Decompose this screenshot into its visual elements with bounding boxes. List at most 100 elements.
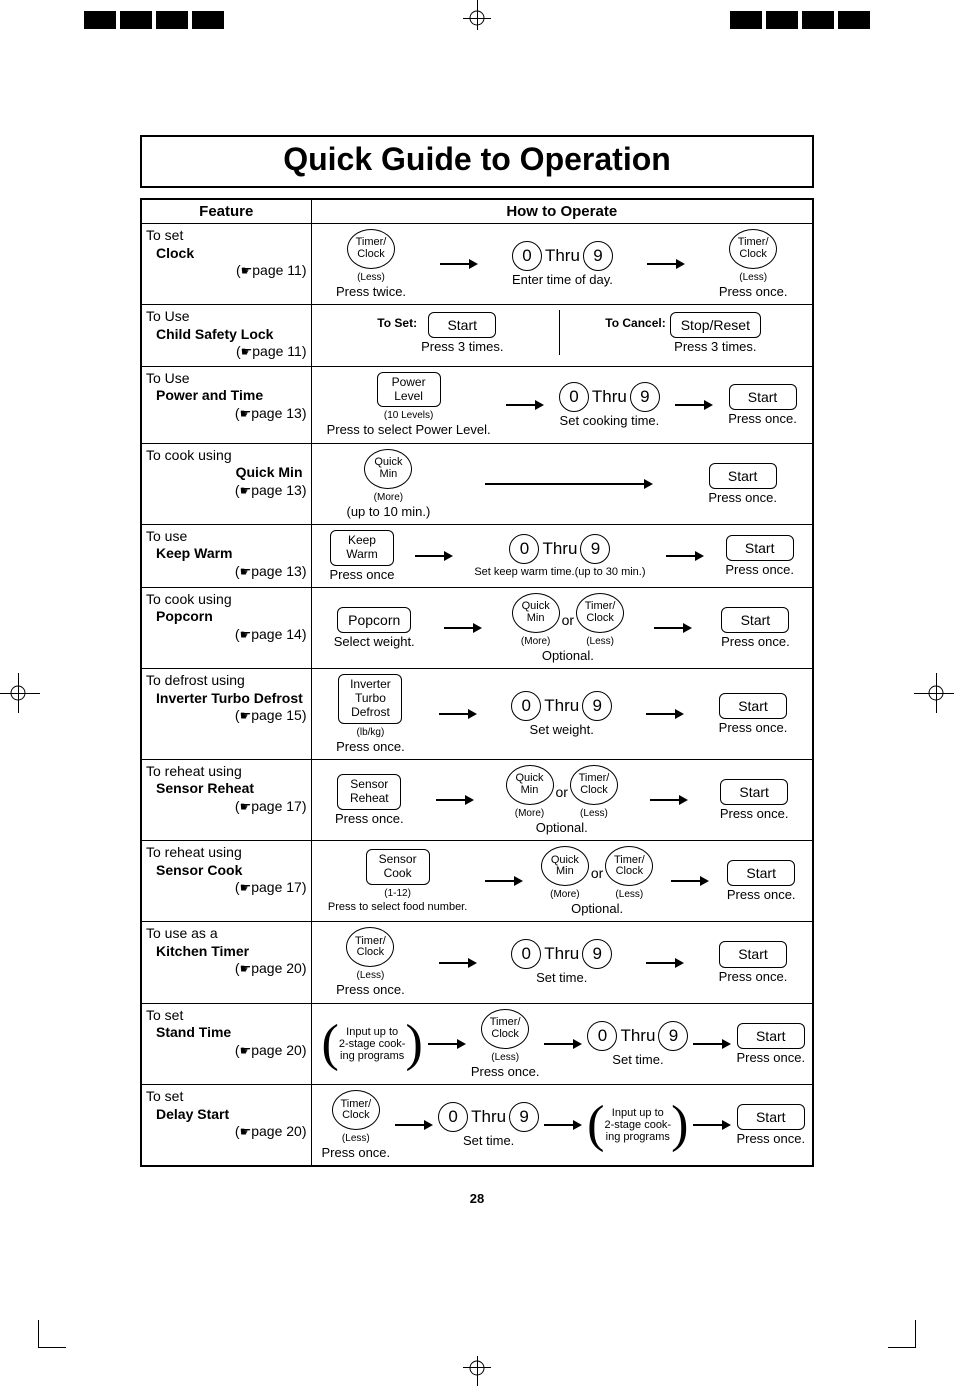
col-feature: Feature [141,199,311,224]
arrow-icon [646,257,686,271]
button-rect: Start [737,1104,805,1130]
button-oval: Timer/Clock [346,927,394,967]
page-number: 28 [140,1191,814,1206]
feature-bold: Delay Start [146,1106,307,1124]
digit-9: 9 [582,691,612,721]
digit-0: 0 [511,691,541,721]
howto-cell: Timer/Clock(Less)Press once.0Thru9Set ti… [311,1085,813,1167]
step-caption: Press once. [471,1065,540,1079]
table-row: To use as a Kitchen Timer (☛page 20)Time… [141,922,813,1003]
button-tall: PowerLevel [377,372,441,408]
arrow-icon [543,1118,583,1132]
arrow-icon [645,707,685,721]
step-group: StartPress once. [720,779,789,821]
table-row: To set Delay Start (☛page 20)Timer/Clock… [141,1085,813,1167]
table-row: To Use Power and Time (☛page 13)PowerLev… [141,366,813,443]
step-group: Start Press once. [725,535,794,577]
step-group: QuickMin(More) or Timer/Clock(Less) Opti… [541,846,653,916]
crop-marks-top [0,0,954,40]
arrow-icon [394,1118,434,1132]
digit-9: 9 [583,241,613,271]
step-caption: Optional. [542,649,594,663]
feature-bold: Stand Time [146,1024,307,1042]
button-oval: Timer/Clock [481,1009,529,1049]
arrow-icon [505,398,545,412]
feature-bold: Kitchen Timer [146,943,307,961]
digit-0: 0 [512,241,542,271]
step-caption: Set time. [463,1134,514,1148]
feature-cell: To Use Power and Time (☛page 13) [141,366,311,443]
feature-cell: To reheat using Sensor Reheat (☛page 17) [141,759,311,840]
step-caption: Press once. [335,812,404,826]
feature-cell: To cook using Popcorn (☛page 14) [141,587,311,668]
table-row: To reheat using Sensor Reheat (☛page 17)… [141,759,813,840]
feature-cell: To set Stand Time (☛page 20) [141,1003,311,1084]
feature-pre: To reheat using [146,844,242,860]
step-caption: Press once. [721,635,790,649]
step-group: InverterTurboDefrost(lb/kg)Press once. [336,674,405,754]
step-caption: Set cooking time. [560,414,660,428]
step-caption: Press once [329,568,394,582]
feature-pre: To set [146,227,183,243]
step-caption: Press once. [719,285,788,299]
howto-cell: KeepWarm Press once 0Thru9Set keep warm ti… [311,524,813,587]
table-row: To Use Child Safety Lock (☛page 11) To S… [141,305,813,367]
feature-pre: To set [146,1007,183,1023]
crop-marks-right [914,673,954,713]
button-rect: Start [729,384,797,410]
howto-cell: SensorCook(1-12)Press to select food num… [311,841,813,922]
button-tall: KeepWarm [330,530,394,566]
feature-pre: To reheat using [146,763,242,779]
paren-group: (Input up to2-stage cook-ing programs) [322,1024,423,1064]
howto-cell: Timer/Clock(Less)Press once.0Thru9Set ti… [311,922,813,1003]
button-rect: Start [726,535,794,561]
digit-0: 0 [559,382,589,412]
step-group: Timer/Clock(Less)Press once. [322,1090,391,1160]
howto-cell: (Input up to2-stage cook-ing programs) Ti… [311,1003,813,1084]
arrow-icon [438,707,478,721]
set-label: To Set: [377,316,417,330]
step-group: QuickMin(More) or Timer/Clock(Less) Opti… [506,765,618,835]
digit-9: 9 [509,1102,539,1132]
step-group: StartPress once. [708,463,777,505]
step-group: StartPress once. [719,693,788,735]
step-group: PopcornSelect weight. [334,607,415,649]
feature-cell: To use Keep Warm (☛page 13) [141,524,311,587]
page-ref: (☛page 13) [146,482,307,500]
feature-bold: Quick Min [146,464,307,482]
digit-9: 9 [658,1021,688,1051]
feature-pre: To use as a [146,925,218,941]
feature-pre: To Use [146,370,190,386]
digit-0: 0 [438,1102,468,1132]
step-caption: Press once. [725,563,794,577]
feature-cell: To use as a Kitchen Timer (☛page 20) [141,922,311,1003]
step-group: (Input up to2-stage cook-ing programs) [322,1024,423,1064]
step-caption: Press to select Power Level. [327,423,491,437]
step-group: 0Thru9Set keep warm time.(up to 30 min.) [474,534,645,578]
step-caption: Press once. [719,970,788,984]
page-ref: (☛page 14) [146,626,307,644]
step-group: StartPress once. [728,384,797,426]
step-caption: Set time. [536,971,587,985]
step-caption: Press once. [336,740,405,754]
table-row: To cook using Popcorn (☛page 14)PopcornS… [141,587,813,668]
step-group: StartPress once. [721,607,790,649]
page-title: Quick Guide to Operation [142,141,812,178]
step-group: StartPress once. [719,941,788,983]
step-caption: Press to select food number. [328,901,467,913]
arrow-icon [692,1118,732,1132]
arrow-icon [653,621,693,635]
howto-cell: PopcornSelect weight. QuickMin(More) or … [311,587,813,668]
arrow-icon [414,549,454,563]
feature-pre: To defrost using [146,672,245,688]
howto-cell: PowerLevel(10 Levels)Press to select Pow… [311,366,813,443]
page-ref: (☛page 11) [146,343,307,361]
arrow-icon [670,874,710,888]
feature-pre: To cook using [146,447,232,463]
button-rect: Start [709,463,777,489]
button-oval: Timer/Clock [570,765,618,805]
step-group: KeepWarm Press once [329,530,394,582]
col-howto: How to Operate [311,199,813,224]
step-group: Timer/Clock(Less)Press once. [471,1009,540,1079]
arrow-icon [649,793,689,807]
